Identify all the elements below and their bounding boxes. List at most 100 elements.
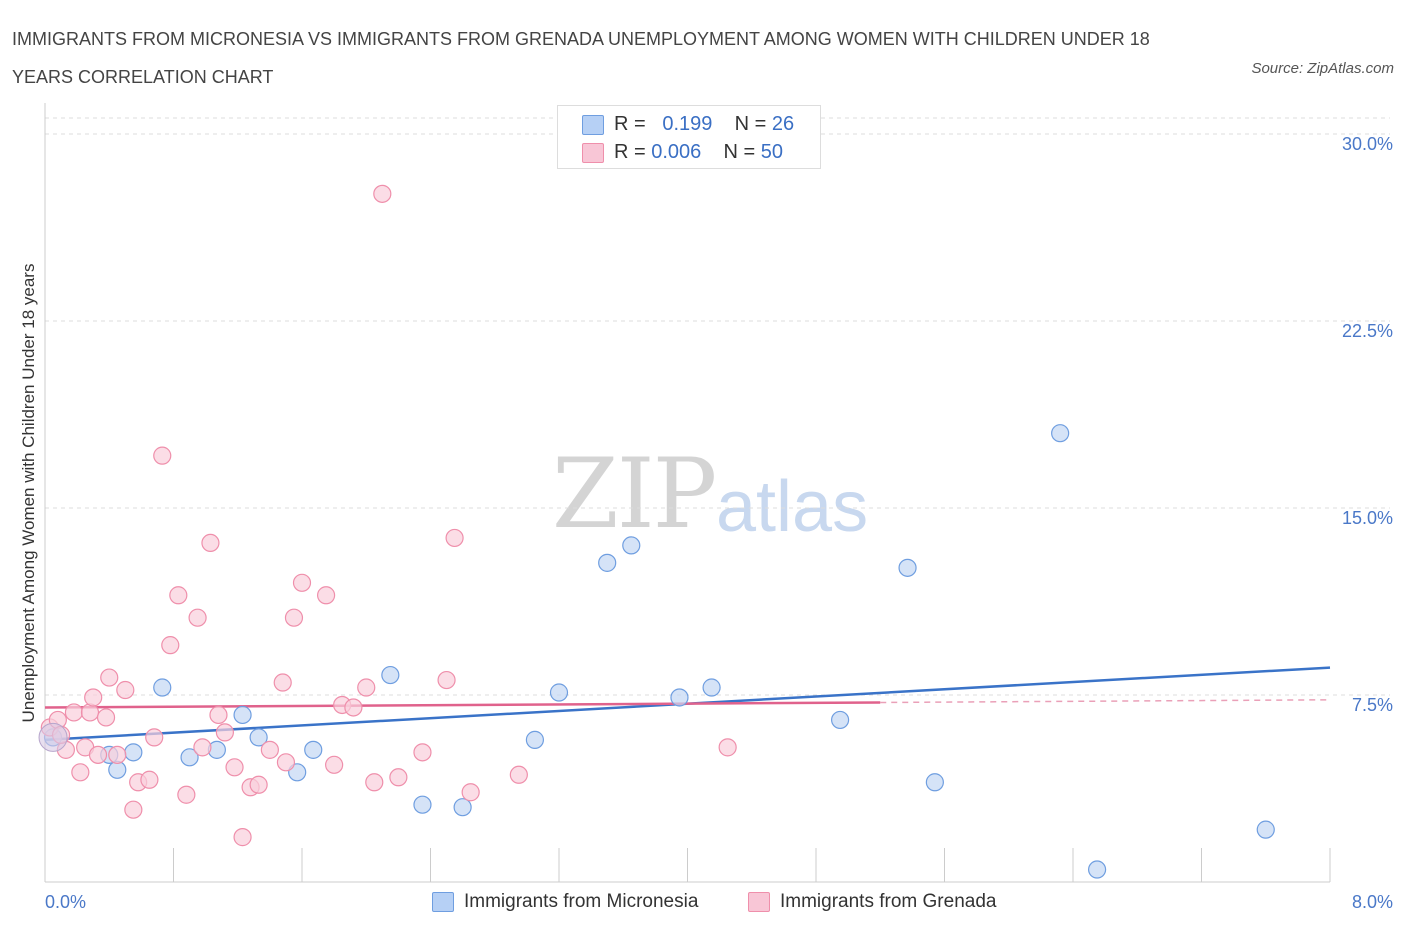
legend-n-label: N = <box>723 141 756 163</box>
grenada-trend-line <box>44 701 881 709</box>
grenada-point <box>153 446 172 465</box>
grenada-point <box>188 608 207 627</box>
grenada-point <box>509 765 528 784</box>
chart-source: Source: ZipAtlas.com <box>1251 60 1394 77</box>
watermark-zip: ZIP <box>552 438 717 550</box>
micronesia-point <box>898 558 917 577</box>
grenada-point <box>233 828 252 847</box>
axes <box>44 103 1331 883</box>
micronesia-point <box>233 705 252 725</box>
micronesia-point <box>925 773 944 792</box>
micronesia-point <box>1087 860 1107 879</box>
grenada-point <box>201 533 220 553</box>
legend-swatch-grenada <box>582 142 604 163</box>
grenada-point <box>225 758 244 777</box>
grenada-point <box>84 688 103 707</box>
grenada-point <box>365 773 384 792</box>
legend-item-micronesia[interactable]: Immigrants from Micronesia <box>432 888 698 916</box>
series-legend: Immigrants from Micronesia Immigrants fr… <box>0 888 1406 916</box>
data-points <box>38 184 1275 879</box>
grenada-point <box>96 708 116 727</box>
micronesia-point <box>304 740 323 759</box>
grenada-point <box>718 738 737 757</box>
y-tick-label: 30.0% <box>1342 134 1393 154</box>
micronesia-point <box>153 678 172 697</box>
grenada-point <box>284 608 304 627</box>
micronesia-point <box>381 665 400 685</box>
grenada-point <box>145 728 164 747</box>
micronesia-point <box>124 743 143 762</box>
y-tick-label: 22.5% <box>1342 321 1393 341</box>
watermark-atlas: atlas <box>716 467 869 547</box>
legend-n-label: N = <box>734 113 767 135</box>
y-tick-label: 7.5% <box>1352 695 1393 715</box>
micronesia-point <box>1256 820 1275 839</box>
grenada-point <box>292 573 312 592</box>
grenada-point <box>325 755 344 774</box>
grenada-trend-extension <box>880 699 1331 704</box>
grenada-point <box>116 680 135 700</box>
micronesia-point <box>598 553 617 572</box>
x-tick-label: 8.0% <box>1352 892 1393 912</box>
micronesia-point <box>622 536 641 555</box>
grenada-point <box>276 753 296 772</box>
grenada-point <box>100 668 119 687</box>
legend-row-micronesia: R = 0.199 N = 26 <box>582 110 794 138</box>
grenada-point <box>437 670 456 690</box>
micronesia-point <box>702 678 721 697</box>
grenada-point <box>344 698 363 717</box>
grenada-point <box>373 184 392 203</box>
chart-title: IMMIGRANTS FROM MICRONESIA VS IMMIGRANTS… <box>12 29 1150 87</box>
legend-swatch-grenada <box>748 891 770 912</box>
micronesia-point <box>180 748 199 767</box>
micronesia-point <box>549 683 569 702</box>
trend-lines <box>44 666 1331 742</box>
legend-swatch-micronesia <box>432 891 454 912</box>
grenada-point <box>88 745 108 764</box>
micronesia-point <box>413 795 432 814</box>
x-tick-label: 0.0% <box>45 892 86 912</box>
legend-n-value: 50 <box>760 141 784 163</box>
micronesia-point <box>249 728 268 747</box>
grenada-point <box>71 763 90 782</box>
grenada-point <box>260 740 279 759</box>
y-tick-label: 15.0% <box>1342 508 1393 528</box>
correlation-legend: R = 0.199 N = 26 R = 0.006 N = 50 <box>557 105 821 169</box>
legend-n-value: 26 <box>771 113 795 135</box>
grenada-point <box>80 703 100 722</box>
grid-lines <box>45 117 1390 696</box>
grenada-point <box>273 673 292 692</box>
grenada-point <box>169 586 188 605</box>
micronesia-point <box>830 710 850 730</box>
legend-swatch-micronesia <box>582 114 604 135</box>
grenada-point <box>249 775 268 794</box>
grenada-point <box>215 723 234 742</box>
micronesia-point <box>525 730 545 749</box>
grenada-point <box>461 783 480 802</box>
micronesia-point <box>453 798 472 817</box>
overlap-point <box>38 722 68 752</box>
grenada-point <box>177 785 196 804</box>
micronesia-point <box>670 688 689 707</box>
grenada-point <box>357 678 376 697</box>
legend-label-grenada: Immigrants from Grenada <box>780 891 997 912</box>
grenada-point <box>445 528 464 548</box>
legend-row-grenada: R = 0.006 N = 50 <box>582 138 783 166</box>
legend-r-value: 0.199 <box>662 113 713 135</box>
legend-item-grenada[interactable]: Immigrants from Grenada <box>748 888 996 916</box>
grenada-point <box>161 636 180 655</box>
y-axis-label: Unemployment Among Women with Children U… <box>19 264 38 723</box>
grenada-point <box>64 703 84 722</box>
grenada-point <box>413 743 432 762</box>
grenada-point <box>316 586 336 605</box>
grenada-point <box>209 705 228 725</box>
grenada-point <box>389 768 408 787</box>
grenada-point <box>108 745 127 764</box>
legend-r-label: R = <box>614 141 646 163</box>
legend-label-micronesia: Immigrants from Micronesia <box>464 891 699 912</box>
legend-r-label: R = <box>614 113 646 135</box>
legend-r-value: 0.006 <box>651 141 702 163</box>
grenada-point <box>193 738 212 757</box>
micronesia-point <box>1051 424 1070 443</box>
